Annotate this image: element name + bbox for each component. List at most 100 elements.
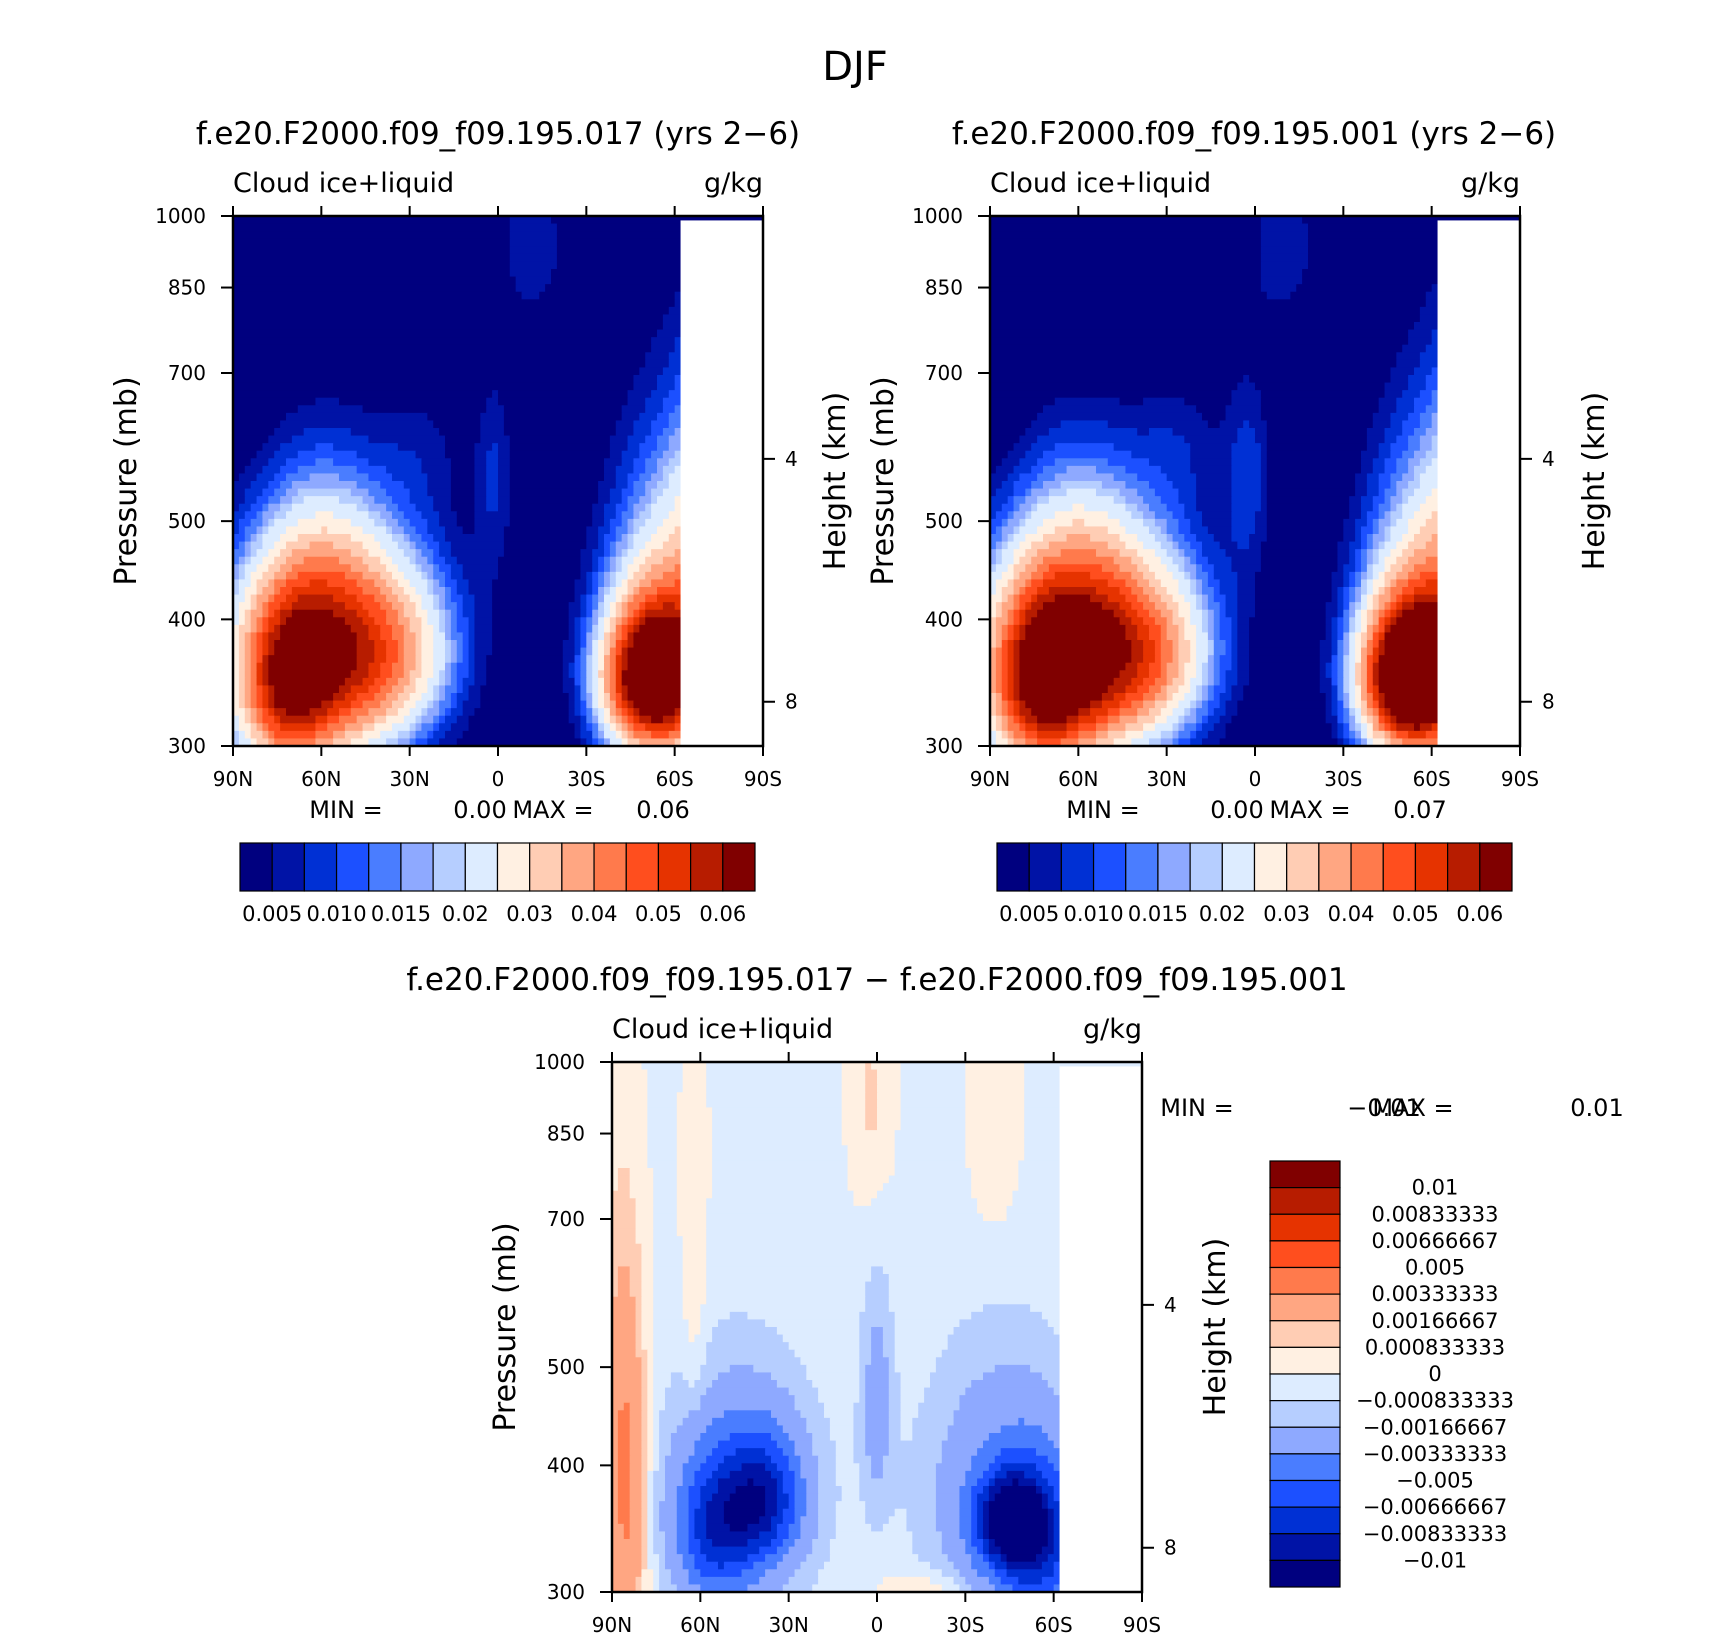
contour-cell [959, 1493, 972, 1502]
contour-cell [612, 1190, 631, 1199]
contour-cell [1184, 693, 1197, 702]
contour-cell [427, 700, 434, 709]
contour-cell [1119, 518, 1144, 528]
contour-cell [498, 488, 511, 497]
contour-cell [445, 609, 452, 618]
contour-cell [888, 1448, 943, 1457]
contour-cell [1007, 662, 1015, 671]
contour-cell [1001, 670, 1009, 679]
contour-cell [633, 465, 646, 475]
contour-cell [1125, 526, 1150, 535]
contour-cell [1202, 685, 1209, 694]
contour-cell [233, 526, 240, 535]
contour-cell [871, 1334, 884, 1343]
contour-cell [612, 1576, 637, 1586]
contour-cell [965, 1122, 1025, 1131]
contour-cell [403, 609, 417, 618]
contour-cell [421, 571, 428, 581]
contour-cell [668, 458, 682, 467]
contour-cell [1331, 587, 1339, 596]
contour-cell [676, 1183, 713, 1192]
contour-cell [474, 655, 487, 664]
contour-cell [1001, 662, 1009, 671]
contour-cell [445, 579, 458, 588]
contour-cell [990, 617, 997, 626]
contour-cell [350, 685, 370, 694]
contour-cell [1396, 602, 1403, 611]
contour-cell [433, 496, 452, 505]
contour-cell [1149, 738, 1162, 747]
contour-cell [1184, 556, 1191, 565]
contour-cell [1202, 700, 1209, 709]
contour-cell [1355, 662, 1362, 671]
contour-cell [706, 1342, 790, 1351]
y-tick-label: 400 [547, 1453, 585, 1477]
contour-cell [776, 1501, 790, 1510]
contour-cell [233, 571, 240, 581]
contour-cell [256, 632, 264, 641]
contour-cell [788, 1387, 819, 1396]
colorbar-label: 0.06 [1456, 902, 1503, 926]
contour-cell [244, 715, 252, 724]
contour-cell [629, 1168, 654, 1177]
contour-cell [965, 1130, 1025, 1139]
contour-cell [617, 1501, 631, 1510]
contour-cell [759, 1576, 790, 1586]
contour-cell [586, 624, 593, 634]
contour-cell [333, 700, 352, 709]
contour-cell [274, 579, 287, 588]
contour-cell [233, 473, 240, 482]
contour-cell [1137, 662, 1150, 671]
colorbar-swatch [593, 842, 627, 892]
contour-cell [1366, 541, 1374, 550]
contour-cell [665, 1463, 684, 1472]
contour-cell [615, 571, 629, 581]
contour-cell [244, 488, 264, 497]
contour-cell [433, 420, 481, 429]
contour-cell [1149, 685, 1162, 694]
contour-cell [941, 1440, 984, 1449]
contour-cell [621, 488, 635, 497]
contour-cell [1041, 1493, 1049, 1502]
contour-cell [1408, 375, 1427, 384]
contour-cell [651, 511, 670, 520]
contour-cell [977, 1205, 1008, 1215]
contour-cell [280, 715, 317, 724]
contour-cell [268, 624, 275, 634]
contour-cell [653, 1402, 666, 1411]
contour-cell [233, 685, 240, 694]
contour-cell [1196, 503, 1233, 512]
contour-cell [1125, 662, 1138, 671]
contour-cell [421, 693, 434, 702]
contour-cell [818, 1486, 843, 1495]
contour-cell [829, 1433, 855, 1442]
contour-cell [238, 693, 246, 702]
contour-cell [1054, 594, 1091, 603]
contour-cell [806, 1508, 819, 1517]
contour-cell [368, 458, 423, 467]
contour-cell [598, 579, 605, 588]
contour-cell [586, 647, 593, 656]
contour-cell [250, 708, 258, 717]
contour-cell [456, 640, 464, 649]
contour-cell [1237, 594, 1256, 603]
contour-cell [641, 1364, 648, 1374]
contour-cell [1096, 723, 1109, 732]
contour-cell [274, 450, 299, 459]
contour-cell [1390, 564, 1403, 573]
contour-cell [776, 1417, 807, 1427]
y-tick-label: 400 [925, 607, 963, 631]
contour-cell [238, 556, 246, 565]
contour-cell [912, 1539, 943, 1548]
contour-cell [256, 708, 264, 717]
y-tick-label: 300 [547, 1580, 585, 1604]
contour-cell [612, 1440, 619, 1449]
contour-cell [633, 640, 693, 649]
contour-cell [1308, 238, 1456, 247]
contour-cell [965, 1576, 990, 1586]
contour-cell [1018, 1478, 1037, 1487]
contour-cell [1036, 1478, 1049, 1487]
contour-cell [1013, 488, 1026, 497]
contour-cell [1113, 443, 1191, 452]
contour-cell [286, 541, 311, 550]
